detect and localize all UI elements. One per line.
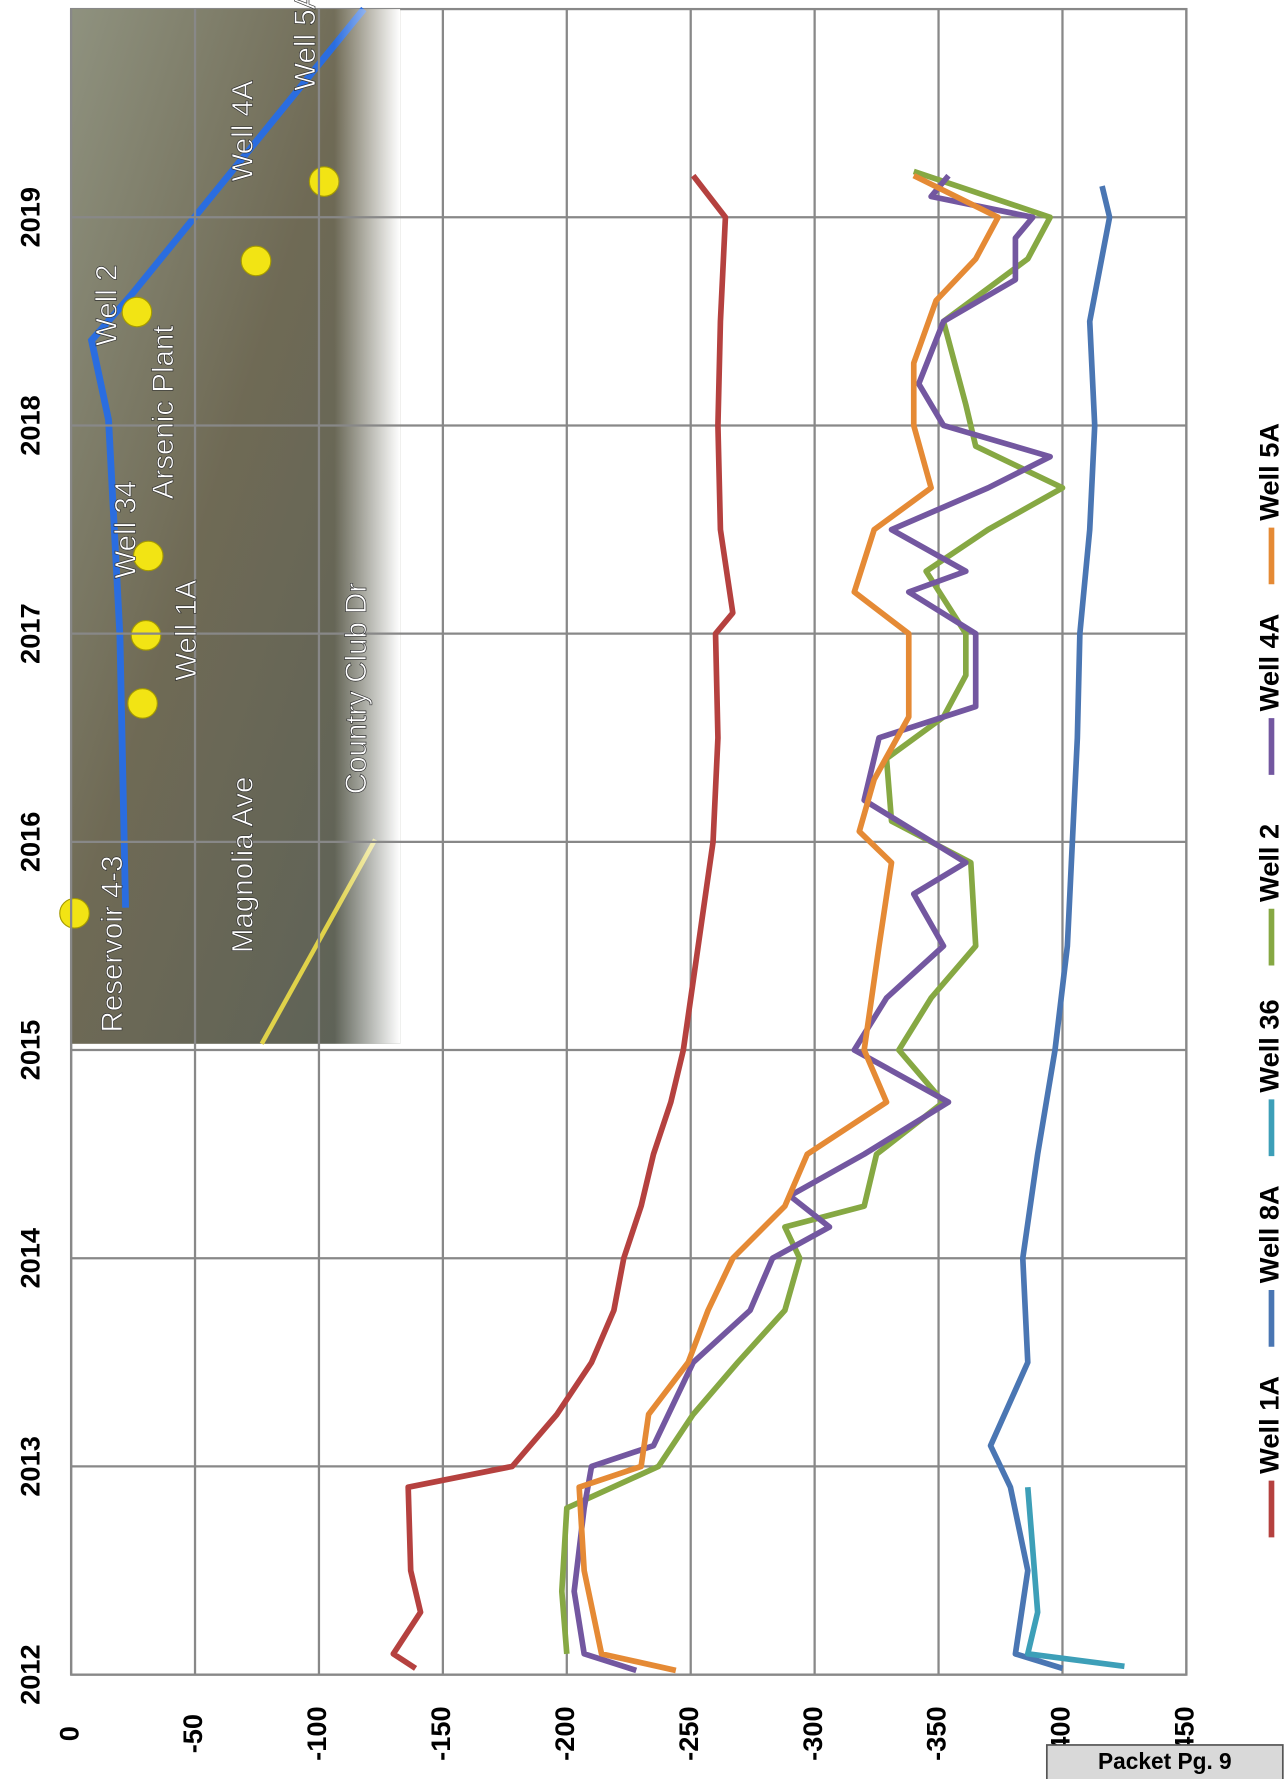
y-tick-label: -200 — [549, 1706, 580, 1760]
x-tick-label: 2013 — [15, 1436, 46, 1497]
y-tick-label: -100 — [301, 1706, 332, 1760]
footer: Packet Pg. 9 — [1098, 1748, 1232, 1774]
legend-label: Well 8A — [1254, 1185, 1285, 1283]
map-label: Arsenic Plant — [147, 325, 180, 499]
series-line — [1024, 1486, 1125, 1670]
x-tick-label: 2016 — [15, 812, 46, 873]
map-label: Well 4A — [226, 80, 259, 181]
series-line — [987, 185, 1113, 1672]
y-tick-label: -300 — [797, 1706, 828, 1760]
map-label: Well 1A — [170, 579, 203, 680]
legend-label: Well 4A — [1254, 614, 1285, 712]
map-label: Reservoir 4-3 — [96, 855, 129, 1032]
map-fade — [71, 9, 401, 1044]
x-tick-label: 2019 — [15, 187, 46, 248]
legend-label: Well 36 — [1254, 999, 1285, 1092]
x-tick-label: 2014 — [15, 1228, 46, 1289]
map-label: Country Club Dr — [340, 583, 373, 795]
x-tick-label: 2012 — [15, 1644, 46, 1705]
series-line — [558, 168, 1066, 1655]
footer-box — [1045, 1744, 1284, 1779]
x-tick-label: 2017 — [15, 603, 46, 664]
legend-label: Well 5A — [1254, 423, 1285, 521]
x-tick-label: 2018 — [15, 395, 46, 456]
y-tick-label: 0 — [53, 1726, 84, 1741]
map-label: Well 34 — [110, 481, 143, 579]
map-label: Well 2 — [90, 265, 123, 346]
legend-label: Well 2 — [1254, 824, 1285, 902]
y-tick-label: -50 — [177, 1714, 208, 1753]
series-line — [390, 173, 736, 1671]
y-tick-label: -150 — [425, 1706, 456, 1760]
map-label: Well 5A — [289, 0, 322, 91]
y-tick-label: -350 — [921, 1706, 952, 1760]
y-tick-label: -250 — [673, 1706, 704, 1760]
series-line — [576, 173, 1001, 1674]
map-label: Magnolia Ave — [226, 777, 259, 954]
x-tick-label: 2015 — [15, 1020, 46, 1081]
legend-label: Well 1A — [1254, 1376, 1285, 1474]
series-line — [571, 173, 1053, 1674]
